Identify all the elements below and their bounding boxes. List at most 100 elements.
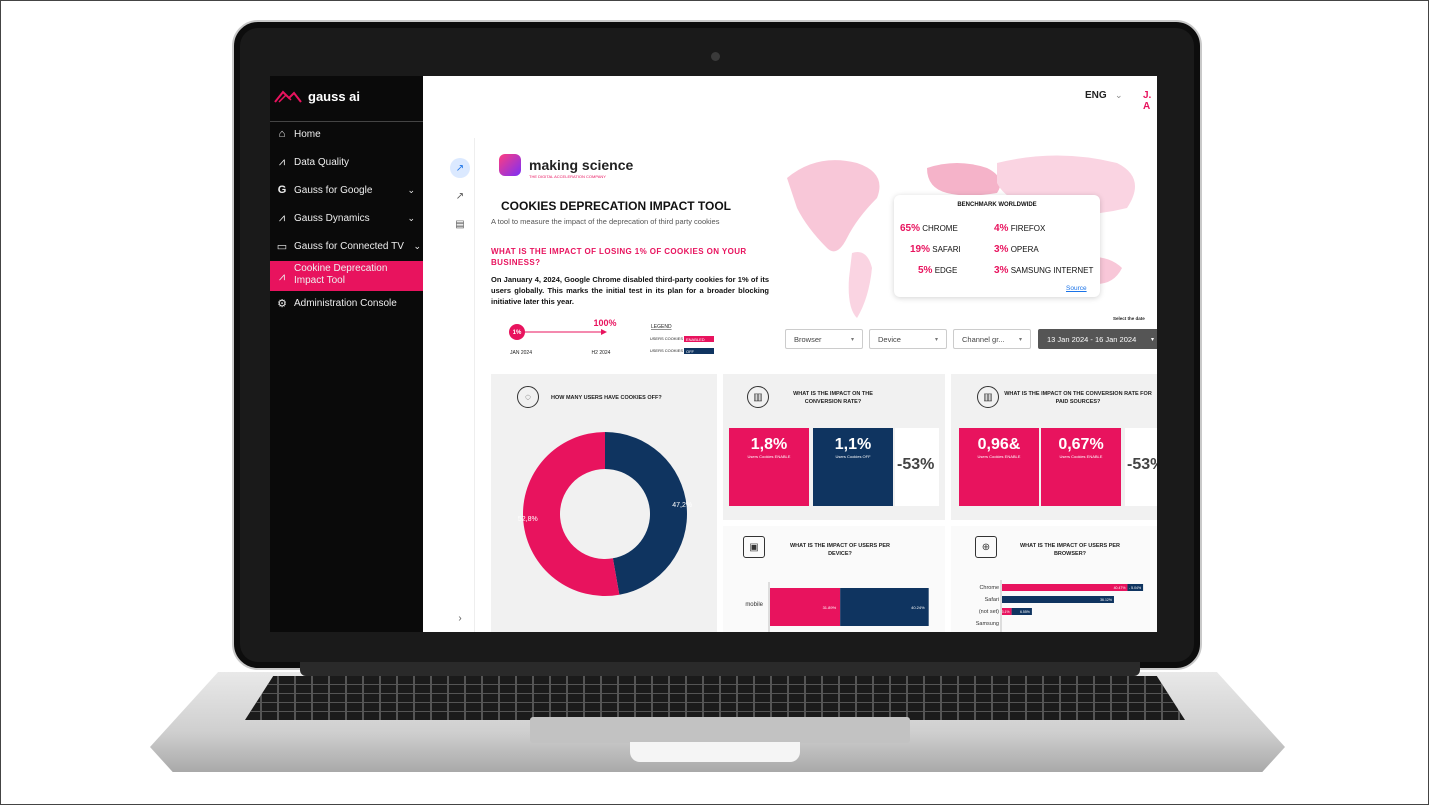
sidebar-item-connected-tv[interactable]: ▭ Gauss for Connected TV ⌄ (270, 233, 423, 259)
divider (270, 121, 423, 122)
benchmark-item: 19% SAFARI (910, 244, 961, 255)
report-subtitle: A tool to measure the impact of the depr… (491, 217, 720, 226)
benchmark-title: BENCHMARK WORLDWIDE (957, 202, 1037, 208)
question-heading: WHAT IS THE IMPACT OF LOSING 1% OF COOKI… (491, 247, 747, 267)
legend-enabled: ENABLED (686, 337, 705, 342)
sidebar-item-home[interactable]: ⌂ Home (270, 121, 423, 147)
document-icon[interactable]: ▤ (455, 218, 465, 230)
gauss-icon: ⩘ (278, 271, 286, 283)
bar-value-label: 40.24% (911, 605, 925, 610)
making-science-logo: making science (499, 154, 633, 176)
brand-name: gauss ai (308, 88, 361, 104)
date-label: Select the date (1113, 316, 1145, 321)
camera-icon (711, 52, 720, 61)
bar-value-label: 36.12% (1100, 598, 1112, 602)
cookies-donut-chart: 47,2% 52,8% (518, 432, 692, 596)
card-title: WHAT IS THE IMPACT ON THE CONVERSION RAT… (793, 391, 873, 405)
timeline: 1% 100% JAN 2024 H2 2024 LEGEND USERS CO… (509, 318, 714, 356)
bar (770, 588, 841, 626)
category-label: mobile (745, 602, 763, 608)
making-science-mark (499, 154, 521, 176)
paid-conversion-card: ▥ WHAT IS THE IMPACT ON THE CONVERSION R… (951, 374, 1157, 520)
benchmark-item: 65% CHROME (900, 223, 958, 234)
benchmark-item: 4% FIREFOX (994, 223, 1046, 234)
chevron-down-icon: ⌄ (407, 212, 415, 223)
kpi-enabled: 1,8% Users Cookies ENABLE (729, 428, 809, 506)
conversion-card: ▥ WHAT IS THE IMPACT ON THE CONVERSION R… (723, 374, 945, 520)
making-science-name: making science (529, 157, 634, 173)
benchmark-item: 5% EDGE (918, 265, 958, 276)
google-icon: G (277, 184, 287, 196)
legend-off: OFF (686, 349, 695, 354)
lid-notch (630, 742, 800, 762)
gauss-logo-icon (274, 90, 302, 103)
home-icon: ⌂ (278, 128, 286, 140)
language-selector[interactable]: ENG (1085, 90, 1107, 101)
browser-bar-chart: Chrome 40.47% - 5.04% Safari 36.12% (not set)… (976, 580, 1144, 632)
sidebar-item-label: Gauss Dynamics (294, 212, 370, 224)
chevron-down-icon: ▾ (1150, 336, 1154, 343)
tv-icon: ▭ (276, 240, 288, 253)
bar (1002, 608, 1012, 615)
bar (1127, 584, 1144, 591)
chart-icon: ▥ (747, 386, 769, 408)
user-name[interactable]: J. A (1143, 90, 1152, 112)
report-title: COOKIES DEPRECATION IMPACT TOOL (501, 199, 732, 213)
bar (1002, 596, 1114, 603)
sidebar-item-admin-console[interactable]: ⚙ Administration Console (270, 290, 423, 316)
benchmark-item: 3% OPERA (994, 244, 1039, 255)
timeline-end-label: H2 2024 (592, 350, 611, 356)
kpi-delta-box (1125, 428, 1157, 506)
sidebar-item-data-quality[interactable]: ⩘ Data Quality (270, 149, 423, 175)
donut-label: 52,8% (518, 516, 538, 523)
browser-filter[interactable]: Browser ▾ (785, 329, 863, 349)
laptop-screen: gauss ai ⌂ Home ⩘ Data Quality G Gauss f… (270, 76, 1157, 632)
sidebar-item-cookie-tool[interactable]: ⩘ Cookine Deprecation Impact Tool (270, 261, 423, 291)
bar (1002, 584, 1128, 591)
main-area: ENG ⌄ J. A ↗ ↗ ▤ › making science THE (423, 76, 1157, 632)
bar-value-label: 6.55% (1020, 610, 1030, 614)
cookies-off-card: ◌ HOW MANY USERS HAVE COOKIES OFF? 47,2%… (491, 374, 717, 632)
sidebar-item-label: Gauss for Connected TV (294, 240, 404, 252)
chevron-down-icon: ▾ (850, 336, 854, 343)
sidebar: gauss ai ⌂ Home ⩘ Data Quality G Gauss f… (270, 76, 423, 632)
keyboard-rows (245, 676, 1185, 720)
chevron-down-icon[interactable]: ⌄ (1115, 90, 1123, 100)
device-bar-chart: mobile 31.89% 40.24% (745, 582, 929, 632)
bar-value-label: 31.89% (823, 605, 837, 610)
kpi-enabled: 0,96& Users Cookies ENABLE (959, 428, 1039, 506)
sidebar-item-label: Data Quality (294, 156, 350, 168)
kpi-off: 1,1% Users Cookies OFF (813, 428, 893, 506)
sidebar-item-gauss-dynamics[interactable]: ⩘ Gauss Dynamics ⌄ (270, 205, 423, 231)
report-toolrail: ↗ ↗ ▤ › (445, 138, 475, 632)
date-range-filter[interactable]: 13 Jan 2024 - 16 Jan 2024 ▾ (1038, 329, 1157, 349)
chevron-down-icon: ▾ (1018, 336, 1022, 343)
report-canvas: making science THE DIGITAL ACCELERATION … (477, 138, 1157, 632)
sidebar-item-gauss-google[interactable]: G Gauss for Google ⌄ (270, 177, 423, 203)
kpi-delta: -53% (1127, 456, 1157, 473)
device-filter[interactable]: Device ▾ (869, 329, 947, 349)
chevron-right-icon[interactable]: › (458, 612, 462, 624)
sidebar-item-label: Gauss for Google (294, 184, 373, 196)
donut-slice (605, 432, 687, 595)
gauss-icon: ⩘ (278, 211, 286, 224)
category-label: (not set) (979, 609, 999, 615)
brand-logo[interactable]: gauss ai (274, 84, 360, 108)
bar (1011, 608, 1032, 615)
channel-filter[interactable]: Channel gr... ▾ (953, 329, 1031, 349)
card-title: WHAT IS THE IMPACT OF USERS PER BROWSER? (1019, 543, 1121, 557)
chevron-down-icon: ⌄ (407, 184, 415, 195)
donut-label: 47,2% (672, 502, 692, 509)
sidebar-item-label: Home (294, 128, 321, 140)
kpi-delta-box (895, 428, 939, 506)
gauss-icon: ⩘ (278, 155, 286, 168)
card-title: HOW MANY USERS HAVE COOKIES OFF? (551, 395, 662, 401)
brand-tagline: THE DIGITAL ACCELERATION COMPANY (529, 174, 606, 179)
category-label: Safari (985, 597, 999, 603)
gear-icon: ⚙ (277, 297, 287, 310)
trend-icon[interactable]: ↗ (455, 190, 465, 202)
card-title: WHAT IS THE IMPACT ON THE CONVERSION RAT… (1004, 391, 1152, 405)
source-link[interactable]: Source (1066, 285, 1087, 292)
bar-value-label: - 5.04% (1129, 586, 1141, 590)
trend-icon[interactable]: ↗ (450, 158, 470, 178)
